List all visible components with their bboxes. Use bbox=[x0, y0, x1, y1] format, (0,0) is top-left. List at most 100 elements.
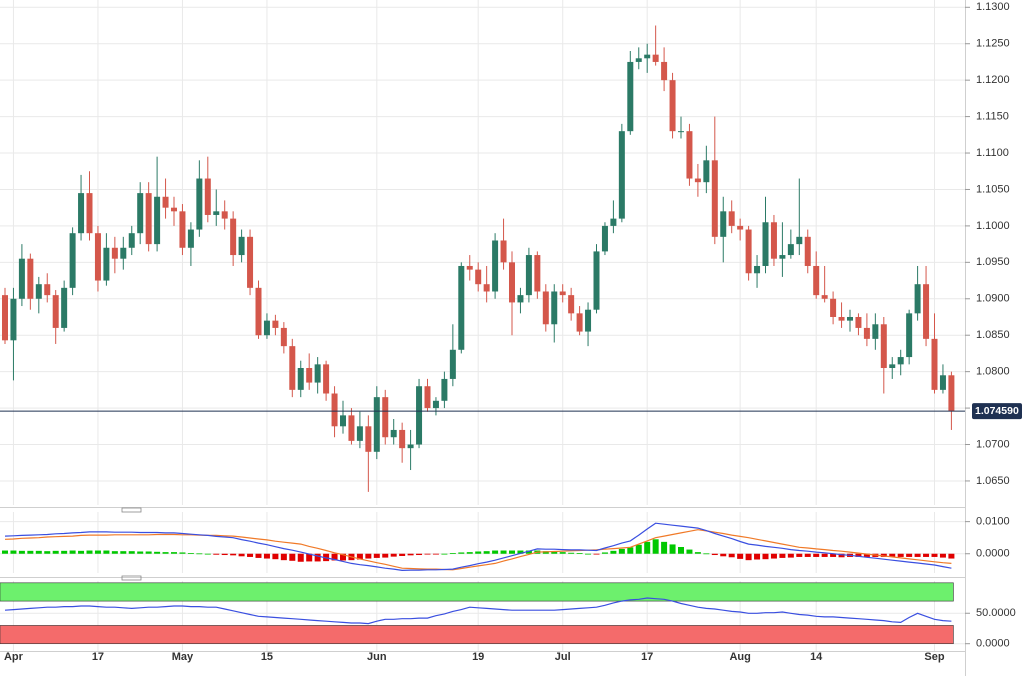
drag-handle[interactable] bbox=[121, 575, 142, 581]
candle-body bbox=[948, 375, 955, 411]
candle-body bbox=[669, 80, 676, 132]
candle-body bbox=[196, 178, 203, 230]
candle-body bbox=[534, 255, 541, 292]
histogram-bar bbox=[678, 546, 684, 554]
histogram-bar bbox=[416, 553, 423, 556]
candle-body bbox=[204, 178, 211, 215]
candle-body bbox=[44, 284, 51, 296]
histogram-bar bbox=[145, 551, 152, 554]
candle-body bbox=[221, 211, 228, 219]
candle-body bbox=[559, 291, 566, 296]
candle-body bbox=[830, 298, 837, 317]
last-price-label: 1.074590 bbox=[975, 405, 1019, 417]
y-tick-label: 1.1250 bbox=[976, 38, 1010, 50]
histogram-bar bbox=[500, 550, 507, 554]
y-tick-label: 1.0700 bbox=[976, 438, 1010, 450]
candle-body bbox=[120, 247, 127, 259]
histogram-bar bbox=[52, 550, 59, 554]
histogram-bar bbox=[720, 553, 727, 557]
candle-body bbox=[804, 236, 811, 266]
candle-body bbox=[694, 178, 701, 183]
histogram-bar bbox=[171, 552, 177, 554]
drag-handle[interactable] bbox=[121, 507, 142, 513]
histogram-bar bbox=[78, 550, 85, 554]
histogram-bar bbox=[923, 553, 930, 557]
histogram-bar bbox=[821, 553, 828, 557]
candle-body bbox=[458, 265, 465, 350]
candle-body bbox=[390, 429, 397, 438]
candle-body bbox=[838, 316, 845, 321]
candle-body bbox=[897, 357, 904, 365]
histogram-bar bbox=[770, 553, 777, 559]
x-tick-label: 14 bbox=[810, 651, 823, 663]
candle-body bbox=[441, 378, 448, 401]
x-tick-label: 17 bbox=[641, 651, 653, 663]
histogram-bar bbox=[593, 553, 600, 555]
candle-body bbox=[154, 196, 161, 245]
candle-body bbox=[407, 444, 414, 449]
histogram-bar bbox=[855, 553, 862, 557]
histogram-bar bbox=[889, 553, 896, 557]
histogram-bar bbox=[669, 544, 676, 554]
candle-body bbox=[111, 247, 118, 259]
y-tick-label: 1.1150 bbox=[976, 111, 1009, 123]
histogram-bar bbox=[483, 551, 490, 554]
histogram-bar bbox=[365, 553, 372, 559]
y-tick-label: 1.1300 bbox=[976, 1, 1010, 13]
series-line bbox=[4, 529, 952, 571]
histogram-bar bbox=[863, 553, 870, 557]
histogram-bar bbox=[711, 553, 718, 556]
y-tick-label: 0.0000 bbox=[976, 548, 1010, 560]
candle-body bbox=[821, 295, 828, 299]
handle-icon[interactable] bbox=[121, 575, 142, 581]
histogram-bar bbox=[35, 550, 42, 554]
y-tick-label: 1.0650 bbox=[976, 475, 1010, 487]
histogram-bar bbox=[686, 549, 693, 554]
candle-body bbox=[2, 295, 8, 341]
histogram-bar bbox=[517, 550, 524, 554]
histogram-bar bbox=[179, 552, 186, 554]
candle-body bbox=[382, 397, 389, 438]
y-tick-label: 1.0900 bbox=[976, 293, 1010, 305]
histogram-bar bbox=[601, 552, 608, 554]
candle-body bbox=[466, 265, 473, 270]
candle-body bbox=[568, 295, 575, 314]
candle-body bbox=[416, 386, 423, 445]
candle-body bbox=[855, 316, 862, 328]
histogram-bar bbox=[120, 551, 127, 554]
histogram-bar bbox=[644, 541, 651, 554]
candle-body bbox=[52, 295, 59, 328]
handle-icon[interactable] bbox=[121, 507, 142, 513]
candle-body bbox=[500, 240, 507, 263]
candle-body bbox=[171, 207, 177, 212]
histogram-bar bbox=[280, 553, 287, 561]
histogram-bar bbox=[466, 552, 473, 554]
candle-body bbox=[737, 225, 744, 230]
y-tick-label: 1.0950 bbox=[976, 256, 1010, 268]
candle-body bbox=[678, 131, 684, 133]
histogram-bar bbox=[356, 553, 363, 560]
histogram-bar bbox=[187, 553, 194, 554]
x-tick-label: Sep bbox=[924, 651, 944, 663]
histogram-bar bbox=[559, 552, 566, 554]
series-line bbox=[4, 522, 952, 572]
candle-body bbox=[728, 211, 735, 226]
candle-body bbox=[906, 313, 913, 358]
histogram-bar bbox=[813, 553, 820, 557]
histogram-bar bbox=[111, 551, 118, 554]
histogram-bar bbox=[880, 553, 887, 557]
candle-body bbox=[863, 327, 870, 339]
candle-body bbox=[61, 287, 68, 328]
histogram-bar bbox=[618, 548, 625, 554]
histogram-bar bbox=[44, 551, 51, 554]
candle-body bbox=[931, 338, 938, 390]
histogram-bar bbox=[255, 553, 262, 558]
candle-body bbox=[86, 193, 93, 234]
candle-body bbox=[297, 368, 304, 390]
histogram-bar bbox=[931, 553, 938, 557]
candle-body bbox=[373, 397, 380, 452]
histogram-bar bbox=[737, 553, 744, 559]
candle-body bbox=[872, 324, 879, 339]
candle-body bbox=[686, 131, 693, 179]
histogram-bar bbox=[94, 550, 101, 554]
